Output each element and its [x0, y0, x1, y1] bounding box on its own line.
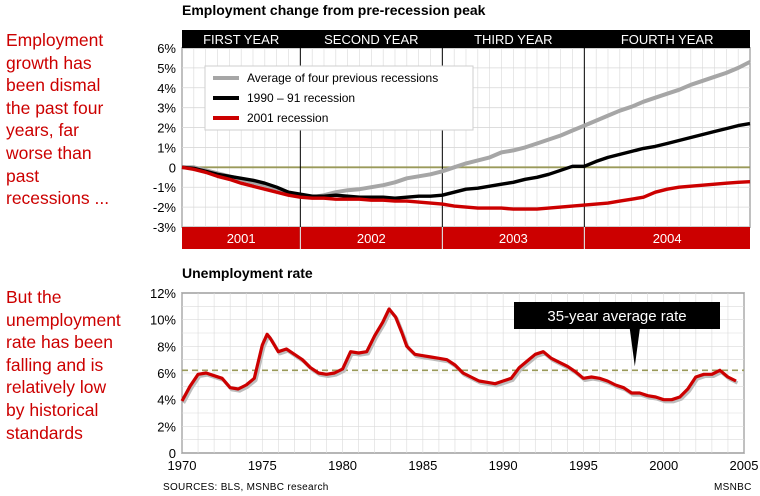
employment-chart-title: Employment change from pre-recession pea…	[182, 2, 486, 18]
calendar-year-band	[300, 227, 443, 249]
employment-y-tick-label: 1%	[157, 140, 176, 155]
unemployment-x-tick-label: 1990	[489, 458, 518, 473]
year-band-label: SECOND YEAR	[324, 32, 418, 47]
employment-y-tick-label: 0	[169, 160, 176, 175]
unemployment-y-tick-label: 12%	[150, 286, 176, 301]
legend-label: Average of four previous recessions	[247, 71, 438, 85]
employment-series-line	[181, 165, 751, 211]
unemployment-x-tick-label: 1995	[569, 458, 598, 473]
unemployment-x-tick-label: 1970	[168, 458, 197, 473]
unemployment-x-tick-label: 1980	[328, 458, 357, 473]
unemployment-x-tick-label: 1985	[408, 458, 437, 473]
unemployment-y-tick-label: 0	[169, 446, 176, 461]
unemployment-y-tick-label: 10%	[150, 313, 176, 328]
unemployment-x-tick-label: 2005	[730, 458, 759, 473]
year-band-label: THIRD YEAR	[474, 32, 553, 47]
legend-label: 2001 recession	[247, 111, 328, 125]
year-band-label: FOURTH YEAR	[621, 32, 714, 47]
average-rate-callout	[514, 302, 720, 329]
unemployment-chart-title: Unemployment rate	[182, 265, 313, 281]
calendar-year-label: 2001	[227, 231, 256, 246]
calendar-year-label: 2002	[357, 231, 386, 246]
average-rate-callout-pointer	[629, 329, 640, 367]
unemployment-y-tick-label: 8%	[157, 339, 176, 354]
employment-y-tick-label: 3%	[157, 101, 176, 116]
unemployment-commentary: But the unemployment rate has been falli…	[6, 287, 121, 443]
employment-y-tick-label: 4%	[157, 81, 176, 96]
calendar-year-label: 2004	[653, 231, 682, 246]
average-rate-callout-label: 35-year average rate	[547, 308, 686, 325]
employment-legend-box	[204, 65, 474, 131]
sources-note: SOURCES: BLS, MSNBC research	[163, 482, 329, 493]
year-band-top	[442, 30, 585, 48]
employment-y-tick-label: -2%	[153, 200, 177, 215]
unemployment-x-tick-label: 1975	[248, 458, 277, 473]
unemployment-y-tick-label: 6%	[157, 366, 176, 381]
employment-y-tick-label: -1%	[153, 180, 177, 195]
calendar-year-band	[442, 227, 585, 249]
unemployment-series-line	[180, 307, 737, 402]
employment-y-tick-label: -3%	[153, 220, 177, 235]
legend-label: 1990 – 91 recession	[247, 91, 355, 105]
calendar-year-band	[584, 227, 750, 249]
unemployment-x-tick-label: 2000	[649, 458, 678, 473]
year-band-top	[300, 30, 443, 48]
employment-y-tick-label: 2%	[157, 121, 176, 136]
unemployment-y-tick-label: 2%	[157, 419, 176, 434]
calendar-year-label: 2003	[499, 231, 528, 246]
employment-series-line	[181, 121, 751, 200]
employment-series-line	[182, 60, 751, 200]
calendar-year-band	[182, 227, 301, 249]
employment-y-tick-label: 5%	[157, 61, 176, 76]
year-band-top	[182, 30, 301, 48]
credit-note: MSNBC	[714, 482, 752, 493]
employment-commentary: Employment growth has been dismal the pa…	[6, 30, 110, 209]
year-band-top	[584, 30, 750, 48]
year-band-label: FIRST YEAR	[203, 32, 279, 47]
unemployment-y-tick-label: 4%	[157, 393, 176, 408]
employment-y-tick-label: 6%	[157, 41, 176, 56]
